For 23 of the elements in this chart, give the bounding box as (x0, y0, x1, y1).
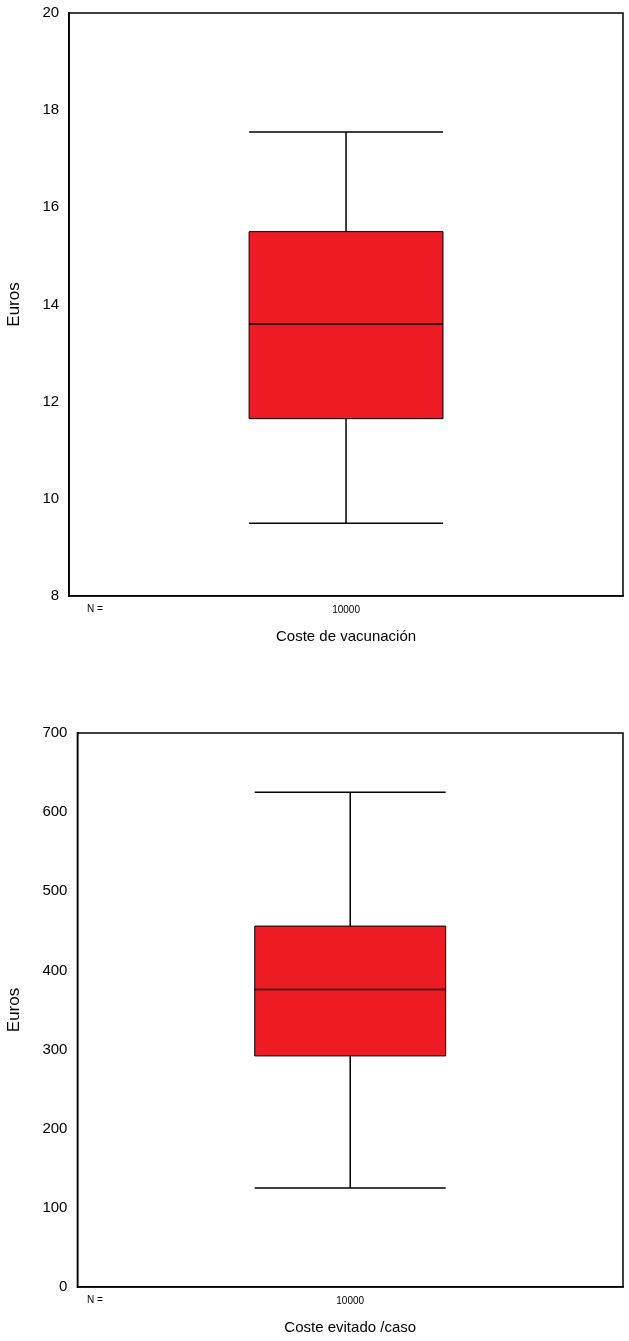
y-tick-label: 8 (50, 586, 60, 604)
y-tick-label: 0 (59, 1277, 68, 1295)
y-axis-title: Euros (3, 987, 23, 1033)
x-tick-label: 10000 (336, 1294, 365, 1306)
y-tick-label: 400 (42, 960, 68, 978)
text: N = (87, 602, 103, 614)
y-tick-label: 100 (42, 1198, 68, 1215)
y-tick-label: 16 (42, 197, 60, 215)
y-axis-title: Euros (3, 282, 23, 327)
x-axis-title: Coste de vacunación (276, 627, 417, 645)
y-tick-label: 18 (42, 100, 60, 118)
x-tick-label: 10000 (332, 603, 361, 615)
y-tick-label: 20 (42, 3, 60, 21)
y-tick-label: 300 (42, 1039, 68, 1057)
x-axis-title: Coste evitado /caso (284, 1318, 417, 1336)
y-tick-label: 600 (42, 802, 68, 820)
y-tick-label: 200 (42, 1118, 68, 1136)
y-tick-label: 14 (42, 294, 60, 312)
y-tick-label: 500 (42, 881, 68, 899)
y-tick-label: 700 (42, 723, 68, 741)
y-tick-label: 12 (42, 391, 60, 409)
text: N = (87, 1293, 103, 1305)
y-tick-label: 10 (42, 488, 60, 506)
